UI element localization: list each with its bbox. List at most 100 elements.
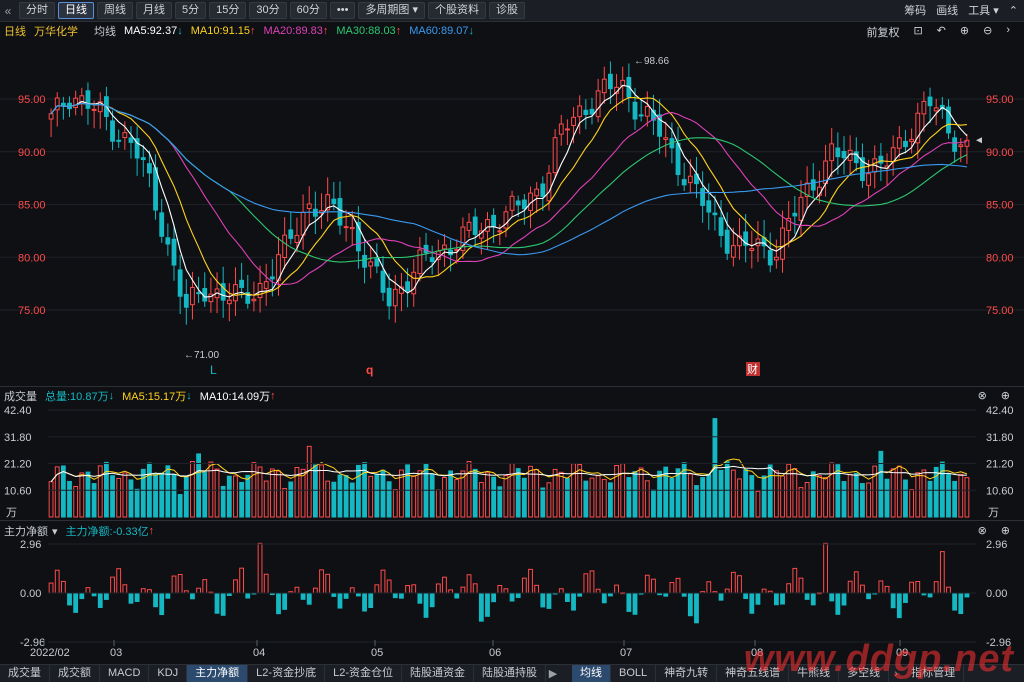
close-icon[interactable]: ⊗ <box>977 390 987 402</box>
candle-body <box>392 288 398 307</box>
kline-chart[interactable]: ←98.66 ←71.00 L q 财 95.00 95.00 90.00 90.00 85.0… <box>0 40 1024 682</box>
multi-period-dropdown[interactable]: 多周期图 ▾ <box>358 2 426 19</box>
period-button-4[interactable]: 5分 <box>175 2 207 19</box>
volume-bar <box>54 466 60 518</box>
volume-bar <box>282 488 288 518</box>
indicator-tab-1[interactable]: 成交额 <box>50 665 100 682</box>
candle-body <box>368 261 374 267</box>
overlay-tab-2[interactable]: 神奇九转 <box>656 665 718 682</box>
candle-body <box>183 293 189 308</box>
indicator-tab-8[interactable]: 陆股通持股 <box>474 665 546 682</box>
indicator-tab-0[interactable]: 成交量 <box>0 665 50 682</box>
candle-body <box>85 90 91 109</box>
volume-bar <box>528 465 533 518</box>
tools-button[interactable]: 工具 ▾ <box>968 2 999 18</box>
main-net-bar <box>878 580 884 594</box>
period-button-5[interactable]: 15分 <box>209 2 247 19</box>
period-button-6[interactable]: 30分 <box>249 2 287 19</box>
candle-body <box>282 234 288 258</box>
volume-bar <box>644 480 650 518</box>
period-button-3[interactable]: 月线 <box>136 2 172 19</box>
main-net-bar <box>564 592 570 602</box>
adjust-dropdown[interactable]: 前复权 <box>866 27 900 39</box>
overlay-tab-5[interactable]: 多空线 <box>839 665 890 682</box>
add-icon[interactable]: ⊕ <box>1000 390 1010 402</box>
stock-info-button[interactable]: 个股资料 <box>428 2 487 19</box>
main-net-bar <box>730 571 736 594</box>
candle-body <box>933 107 939 112</box>
candle-body <box>362 254 367 268</box>
period-button-1[interactable]: 日线 <box>58 2 94 19</box>
period-button-7[interactable]: 60分 <box>289 2 327 19</box>
chevron-right-icon[interactable]: › <box>894 667 898 680</box>
indicator-tab-4[interactable]: 主力净额 <box>187 665 249 682</box>
candle-body <box>577 105 583 118</box>
volume-bar <box>651 489 656 518</box>
volume-bar <box>67 480 72 518</box>
indicator-tab-5[interactable]: L2-资金抄底 <box>248 665 326 682</box>
indicator-tab-6[interactable]: L2-资金仓位 <box>325 665 402 682</box>
collapse-icon[interactable]: ⌃ <box>1008 4 1018 17</box>
main-net-bar <box>48 582 54 594</box>
main-net-bar <box>509 592 515 602</box>
stock-name[interactable]: 万华化学 <box>34 26 78 38</box>
marker-q: q <box>366 363 373 377</box>
indicator-manage-button[interactable]: 指标管理 <box>903 665 965 682</box>
lock-icon[interactable]: ⊡ <box>913 25 923 37</box>
candle-body <box>786 217 792 231</box>
caret-down-icon[interactable]: ▾ <box>52 525 58 538</box>
volume-bar <box>823 477 828 518</box>
avg-line-label[interactable]: 均线 <box>94 26 116 38</box>
close-icon[interactable]: ⊗ <box>977 525 987 537</box>
volume-bar <box>325 480 331 518</box>
volume-bar <box>472 468 478 518</box>
arrow-up-icon: ↑ <box>322 25 329 37</box>
main-net-bar <box>374 584 380 594</box>
overlay-tab-4[interactable]: 牛熊线 <box>789 665 840 682</box>
undo-icon[interactable]: ↶ <box>936 25 946 37</box>
main-net-bar <box>927 592 933 598</box>
draw-line-button[interactable]: 画线 <box>936 5 959 17</box>
diagnose-button[interactable]: 诊股 <box>489 2 526 19</box>
volume-unit-left: 万 <box>6 507 17 519</box>
indicator-tab-7[interactable]: 陆股通资金 <box>402 665 474 682</box>
candle-body <box>571 116 576 126</box>
back-icon[interactable]: « <box>4 3 12 18</box>
candle-body <box>288 229 294 239</box>
overlay-tab-0[interactable]: 均线 <box>571 665 611 682</box>
chips-button[interactable]: 筹码 <box>904 5 927 17</box>
more-button[interactable]: ••• <box>329 2 356 19</box>
volume-bar <box>515 468 521 518</box>
ma30-line <box>50 102 968 263</box>
volume-bar <box>915 472 921 518</box>
main-net-bar <box>651 578 656 594</box>
main-net-tools: ⊗ ⊕ <box>978 524 1018 537</box>
chevron-right-icon[interactable]: ▶ <box>548 668 558 680</box>
candle-body <box>743 231 749 246</box>
volume-bar <box>269 468 275 518</box>
volume-bar <box>878 450 884 518</box>
main-net-bar <box>571 592 576 611</box>
period-button-0[interactable]: 分时 <box>19 2 55 19</box>
overlay-tab-1[interactable]: BOLL <box>611 665 657 682</box>
indicator-tab-2[interactable]: MACD <box>100 665 150 682</box>
main-net-bar <box>214 592 220 614</box>
overlay-tab-3[interactable]: 神奇五线谱 <box>717 665 790 682</box>
zoom-out-icon[interactable]: ⊖ <box>983 25 993 37</box>
volume-bar <box>263 480 269 518</box>
chevron-right-icon[interactable]: › <box>1006 24 1010 36</box>
main-net-bar <box>306 592 312 605</box>
indicator-tab-3[interactable]: KDJ <box>149 665 188 682</box>
volume-tick-left: 42.40 <box>4 405 32 417</box>
volume-bar <box>128 479 134 518</box>
add-icon[interactable]: ⊕ <box>1000 525 1010 537</box>
volume-title[interactable]: 成交量 <box>4 391 37 403</box>
ma30-value: MA30:88.03 <box>336 25 396 37</box>
volume-bar <box>116 478 122 518</box>
volume-bar <box>337 474 343 518</box>
candle-body <box>657 114 662 137</box>
period-button-2[interactable]: 周线 <box>97 2 133 19</box>
zoom-in-icon[interactable]: ⊕ <box>959 25 970 37</box>
volume-axis: 42.40 42.40 31.80 31.80 21.20 21.20 10.60 10.60… <box>4 405 1014 519</box>
main-net-title[interactable]: 主力净额 <box>4 526 48 538</box>
